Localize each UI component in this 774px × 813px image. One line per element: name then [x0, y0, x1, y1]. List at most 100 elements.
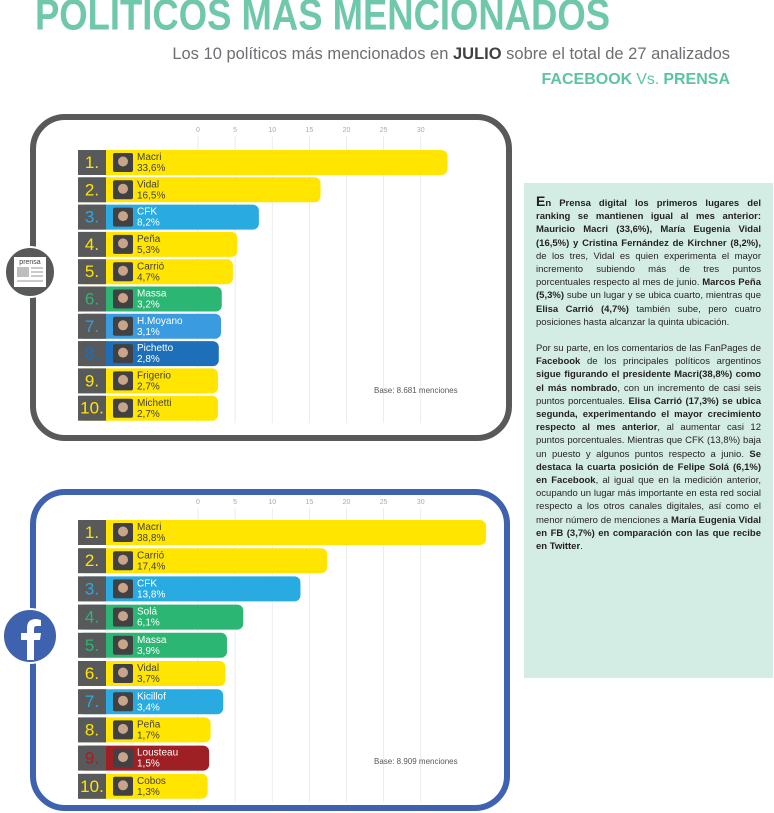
rank: 4. — [85, 235, 99, 254]
photo-face — [118, 320, 128, 331]
rank: 10. — [80, 777, 104, 796]
rank-box — [78, 231, 106, 257]
name-label: Peña — [137, 234, 161, 245]
value-label: 2,7% — [137, 409, 160, 420]
rank-box — [78, 286, 106, 312]
bold-text: Se destaca la cuarta posición de Felipe … — [536, 448, 761, 487]
photo-face — [118, 238, 128, 249]
name-label: CFK — [137, 579, 157, 590]
bold-text: n Prensa digital los primeros lugares de… — [536, 198, 761, 249]
x-tick-label: 15 — [305, 499, 313, 506]
value-label: 3,1% — [137, 327, 160, 338]
name-label: Massa — [137, 635, 167, 646]
bar — [78, 773, 208, 799]
x-tick-label: 10 — [268, 499, 276, 506]
rank-box — [78, 259, 106, 285]
base-note: Base: 8.681 menciones — [374, 386, 458, 395]
text: Por su parte, en los comentarios de las … — [536, 343, 761, 355]
rank-box — [78, 773, 106, 799]
value-label: 5,3% — [137, 245, 160, 256]
name-label: Massa — [137, 289, 167, 300]
rank: 9. — [85, 371, 99, 390]
rank: 7. — [85, 317, 99, 336]
value-label: 8,2% — [137, 218, 160, 229]
x-tick-label: 10 — [268, 127, 276, 134]
text: , al aumentar casi 12 puntos porcentuale… — [536, 422, 761, 460]
text: de los principales políticos argentinos — [580, 356, 761, 368]
rank-box — [78, 520, 106, 545]
rank: 7. — [85, 692, 99, 711]
photo-face — [118, 639, 128, 650]
name-label: Vidal — [137, 663, 159, 674]
x-tick-label: 15 — [305, 127, 313, 134]
rank-box — [78, 632, 106, 658]
value-label: 3,9% — [137, 646, 160, 657]
name-label: Solá — [137, 607, 157, 618]
paragraph: En Prensa digital los primeros lugares d… — [536, 193, 762, 329]
bar — [78, 150, 448, 175]
x-tick-label: 30 — [417, 499, 425, 506]
text: , con un incremento de casi seis puntos … — [536, 382, 761, 407]
bar — [78, 177, 321, 203]
name-label: Macri — [137, 152, 161, 163]
versus-part: Vs. — [636, 71, 659, 88]
name-label: Vidal — [137, 179, 159, 190]
name-label: Frigerio — [137, 371, 171, 382]
rank: 8. — [85, 344, 99, 363]
value-label: 38,8% — [137, 533, 165, 544]
x-tick-label: 5 — [233, 127, 237, 134]
bar — [78, 717, 211, 743]
name-label: Peña — [137, 720, 161, 731]
name-label: Cobos — [137, 776, 166, 787]
rank-box — [78, 661, 106, 686]
rank-box — [78, 177, 106, 203]
rank-box — [78, 604, 106, 630]
photo-face — [118, 374, 128, 385]
versus-part: PRENSA — [663, 71, 730, 88]
name-label: H.Moyano — [137, 316, 183, 327]
bar — [78, 576, 301, 602]
rank: 6. — [85, 289, 99, 308]
subtitle-part: Los 10 políticos más mencionados en — [172, 45, 453, 63]
photo-face — [118, 156, 128, 167]
bar — [78, 520, 487, 545]
text: . — [580, 541, 583, 553]
rank-box — [78, 150, 106, 175]
photo-face — [118, 526, 128, 537]
x-tick-label: 0 — [196, 127, 200, 134]
text: también sube, pero cuatro posiciones has… — [536, 303, 762, 328]
x-tick-label: 5 — [233, 499, 237, 506]
subtitle: Los 10 políticos más mencionados en JULI… — [172, 45, 730, 63]
name-label: Carrió — [137, 261, 165, 272]
x-tick-label: 20 — [343, 499, 351, 506]
rank-box — [78, 689, 106, 715]
text: de los tres, Vidal es quien experimenta … — [536, 250, 761, 289]
subtitle-part: JULIO — [453, 45, 502, 63]
photo-face — [118, 695, 128, 706]
rank-box — [78, 395, 106, 421]
article: En Prensa digital los primeros lugares d… — [524, 183, 773, 678]
paragraph: Por su parte, en los comentarios de las … — [536, 342, 761, 553]
bar — [78, 548, 328, 574]
photo-face — [118, 582, 128, 593]
bold-text: E — [536, 193, 546, 209]
x-tick-label: 20 — [343, 127, 351, 134]
photo-face — [118, 667, 128, 678]
x-tick-label: 25 — [380, 499, 388, 506]
photo-face — [118, 402, 128, 413]
rank: 6. — [85, 664, 99, 683]
photo-face — [118, 293, 128, 303]
value-label: 4,7% — [137, 272, 160, 283]
value-label: 2,8% — [137, 354, 160, 365]
prensa-icon: prensa — [4, 246, 56, 298]
x-tick-label: 30 — [417, 127, 425, 134]
x-tick-label: 25 — [380, 127, 388, 134]
photo-face — [118, 723, 128, 734]
icon-label: prensa — [19, 259, 41, 266]
rank-box — [78, 576, 106, 602]
bold-text: María Eugenia Vidal en FB (3,7%) en comp… — [536, 514, 761, 553]
photo-face — [118, 611, 128, 622]
name-label: CFK — [137, 207, 157, 218]
